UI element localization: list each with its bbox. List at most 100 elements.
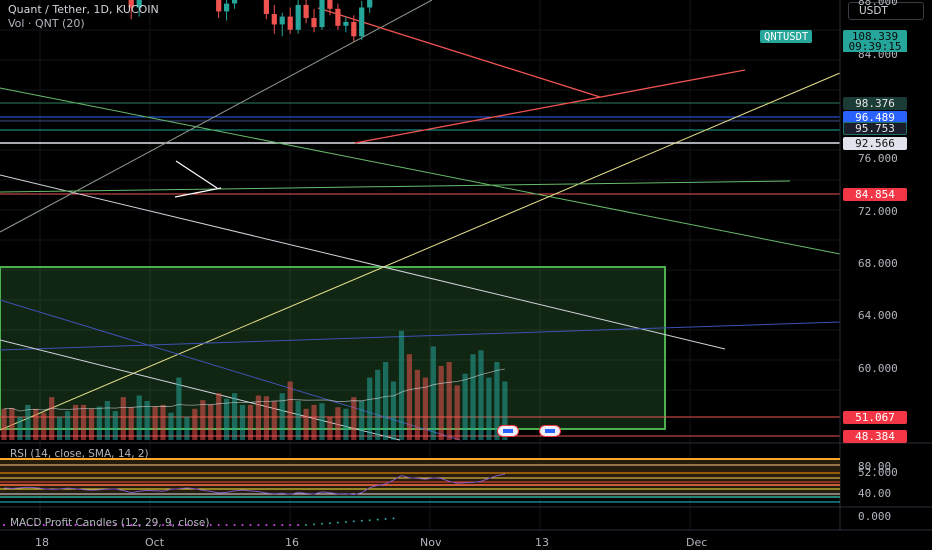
macd-dot	[376, 518, 379, 521]
macd-dot	[170, 524, 172, 526]
level-badge-1: 98.376	[843, 97, 907, 110]
trend-line	[354, 69, 746, 144]
macd-dot	[10, 524, 13, 526]
macd-legend[interactable]: MACD Profit Candles (12, 29, 9, close)	[10, 517, 210, 529]
macd-dot	[18, 524, 21, 526]
candle-body	[263, 0, 269, 14]
macd-dot	[58, 524, 61, 526]
time-label: 13	[535, 536, 549, 549]
volume-bar	[112, 411, 118, 440]
volume-bar	[502, 381, 508, 440]
macd-dot	[328, 522, 331, 525]
macd-dot	[50, 524, 53, 526]
rsi-legend[interactable]: RSI (14, close, SMA, 14, 2)	[10, 448, 149, 460]
volume-bar	[57, 416, 63, 440]
symbol-badge: QNTUSDT	[760, 30, 813, 43]
event-flag-icon[interactable]	[539, 425, 561, 437]
macd-dot	[336, 521, 339, 524]
volume-bar	[17, 416, 23, 440]
macd-dot	[384, 518, 387, 520]
macd-dot	[162, 524, 164, 526]
macd-dot	[122, 524, 125, 526]
volume-bar	[343, 408, 349, 440]
volume-bar	[120, 397, 126, 440]
volume-bar	[184, 416, 190, 440]
macd-dot	[241, 524, 244, 526]
volume-bar	[494, 362, 500, 440]
macd-dot	[74, 524, 77, 526]
countdown-badge: 09:39:15	[843, 40, 907, 53]
volume-bar	[446, 362, 452, 440]
volume-bar	[247, 404, 254, 440]
macd-dot	[297, 524, 300, 526]
volume-bar	[208, 404, 214, 440]
macd-dot	[177, 524, 180, 526]
macd-dot	[289, 524, 292, 526]
volume-bar	[327, 416, 333, 440]
macd-dot	[321, 522, 323, 525]
volume-bar	[128, 407, 134, 440]
candle-body	[343, 21, 349, 26]
candle-body	[271, 14, 277, 25]
macd-dot	[225, 524, 228, 526]
candle-body	[335, 8, 341, 26]
volume-bar	[478, 350, 484, 440]
candle-body	[224, 3, 230, 12]
candle-body	[287, 16, 293, 30]
volume-bar	[65, 411, 71, 440]
macd-dot	[146, 524, 149, 526]
volume-bar	[168, 412, 174, 440]
volume-legend[interactable]: Vol · QNT (20)	[8, 17, 85, 30]
trend-line	[174, 187, 222, 198]
volume-ma-line	[3, 368, 505, 412]
candle-body	[128, 0, 134, 8]
volume-bar	[367, 377, 373, 440]
volume-bar	[88, 408, 95, 440]
candle-body	[351, 21, 357, 37]
symbol-title[interactable]: Quant / Tether, 1D, KUCOIN	[8, 3, 159, 16]
macd-dot	[98, 524, 101, 526]
macd-dot	[392, 517, 395, 520]
volume-bar	[430, 346, 436, 440]
price-tick: 52.000	[858, 466, 898, 480]
rsi-line	[3, 473, 506, 496]
volume-bar	[486, 377, 492, 440]
macd-dot	[185, 524, 188, 526]
event-flag-icon[interactable]	[497, 425, 519, 437]
volume-bar	[319, 403, 325, 440]
time-label: Oct	[145, 536, 165, 549]
volume-bar	[438, 365, 444, 440]
rsi-tick: 40.00	[858, 487, 892, 500]
candle-body	[279, 16, 285, 25]
volume-bar	[33, 408, 39, 440]
volume-bar	[351, 397, 357, 440]
trend-line	[0, 0, 433, 233]
level-badge-6: 51.067	[843, 411, 907, 424]
macd-dot	[352, 520, 355, 523]
volume-bar	[462, 373, 468, 440]
currency-button[interactable]: USDT	[848, 2, 924, 20]
volume-bar	[239, 404, 246, 440]
candle-body	[232, 0, 238, 4]
time-label: 16	[285, 536, 299, 549]
trend-line	[0, 87, 841, 255]
trend-line	[175, 160, 218, 189]
macd-dot	[233, 524, 236, 526]
volume-bar	[303, 408, 309, 440]
macd-dot	[130, 524, 133, 526]
candle-body	[295, 4, 301, 30]
candle-body	[327, 0, 333, 9]
macd-dot	[313, 523, 316, 526]
macd-dot	[201, 524, 204, 526]
macd-dot	[344, 521, 347, 523]
macd-dot	[257, 524, 260, 526]
macd-dot	[368, 519, 371, 522]
candle-body	[359, 7, 365, 37]
candle-body	[303, 4, 309, 19]
time-label: Nov	[420, 536, 442, 549]
volume-bar	[224, 398, 230, 440]
macd-dot	[265, 524, 268, 526]
macd-dot	[66, 524, 69, 526]
volume-bar	[383, 362, 389, 440]
